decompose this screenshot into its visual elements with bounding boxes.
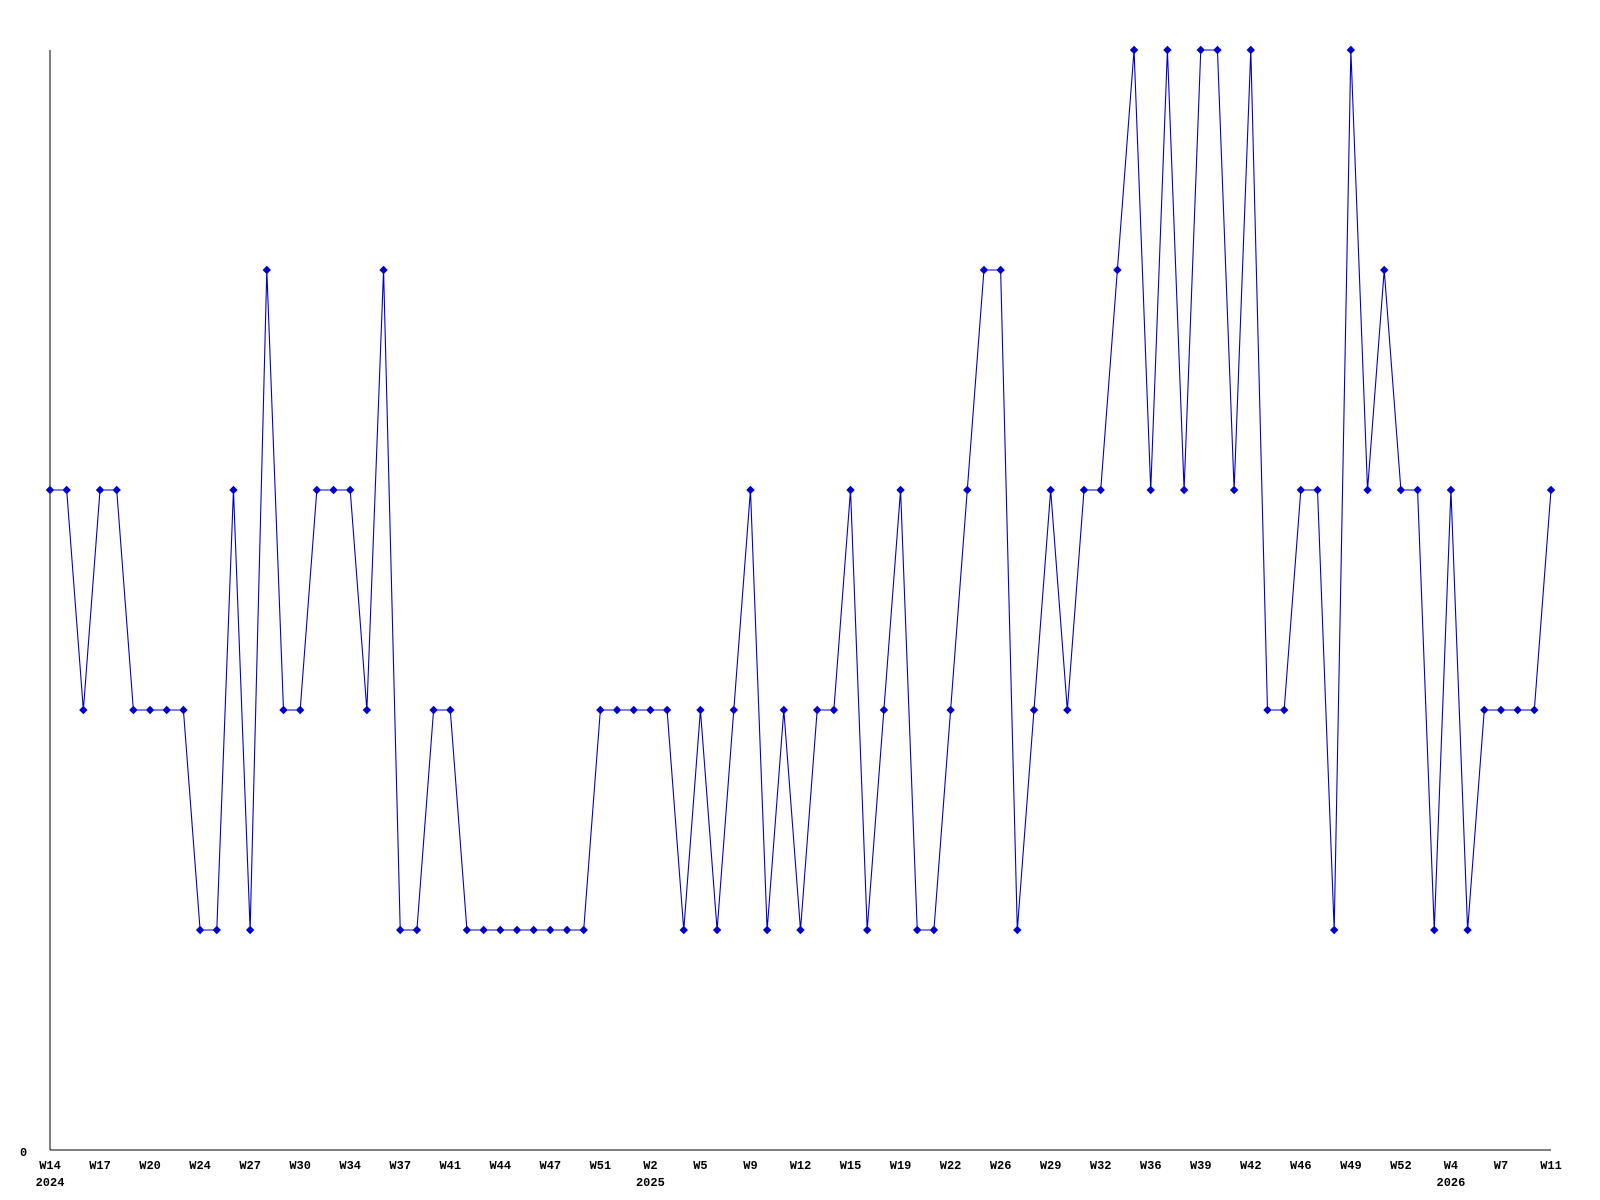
svg-text:W12: W12 xyxy=(790,1159,812,1173)
svg-text:W47: W47 xyxy=(540,1159,562,1173)
svg-text:W52: W52 xyxy=(1390,1159,1412,1173)
svg-text:W39: W39 xyxy=(1190,1159,1212,1173)
svg-text:W44: W44 xyxy=(489,1159,511,1173)
svg-text:W19: W19 xyxy=(890,1159,912,1173)
svg-text:2025: 2025 xyxy=(636,1176,665,1190)
svg-text:W32: W32 xyxy=(1090,1159,1112,1173)
svg-text:W9: W9 xyxy=(743,1159,757,1173)
svg-text:W15: W15 xyxy=(840,1159,862,1173)
svg-text:W51: W51 xyxy=(590,1159,612,1173)
svg-text:W20: W20 xyxy=(139,1159,161,1173)
svg-text:W34: W34 xyxy=(339,1159,361,1173)
svg-text:W42: W42 xyxy=(1240,1159,1262,1173)
svg-text:W46: W46 xyxy=(1290,1159,1312,1173)
svg-text:W24: W24 xyxy=(189,1159,211,1173)
svg-text:W49: W49 xyxy=(1340,1159,1362,1173)
svg-text:W7: W7 xyxy=(1494,1159,1508,1173)
svg-text:W29: W29 xyxy=(1040,1159,1062,1173)
svg-text:2024: 2024 xyxy=(36,1176,65,1190)
svg-text:0: 0 xyxy=(20,1146,27,1160)
svg-text:W41: W41 xyxy=(439,1159,461,1173)
svg-text:W14: W14 xyxy=(39,1159,61,1173)
svg-text:W30: W30 xyxy=(289,1159,311,1173)
svg-text:W4: W4 xyxy=(1444,1159,1458,1173)
svg-text:W36: W36 xyxy=(1140,1159,1162,1173)
svg-text:W27: W27 xyxy=(239,1159,261,1173)
svg-text:W22: W22 xyxy=(940,1159,962,1173)
svg-text:W5: W5 xyxy=(693,1159,707,1173)
svg-text:W37: W37 xyxy=(389,1159,411,1173)
svg-text:W2: W2 xyxy=(643,1159,657,1173)
svg-text:W26: W26 xyxy=(990,1159,1012,1173)
svg-text:W17: W17 xyxy=(89,1159,111,1173)
svg-text:2026: 2026 xyxy=(1437,1176,1466,1190)
svg-text:W11: W11 xyxy=(1540,1159,1562,1173)
